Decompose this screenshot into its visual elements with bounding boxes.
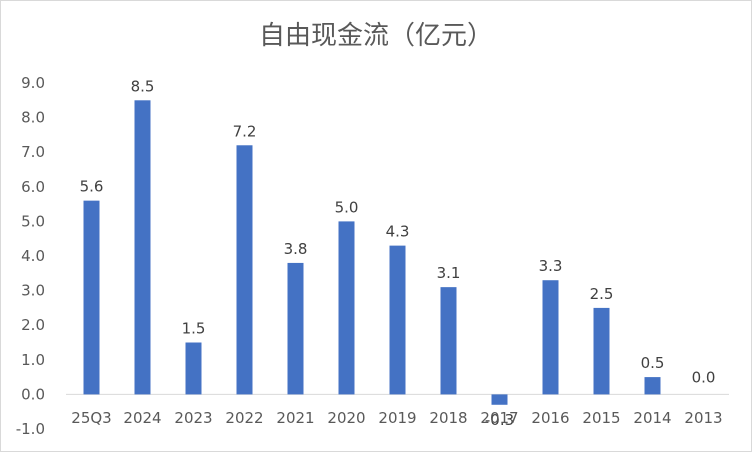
- bar: [287, 262, 304, 395]
- data-label: 2.5: [590, 285, 614, 303]
- chart-title: 自由现金流（亿元）: [258, 21, 493, 51]
- x-tick-label: 2018: [429, 409, 467, 427]
- x-tick-label: 2017: [480, 409, 518, 427]
- x-axis: 25Q3 2024 2023 2022 2021 2020 2019 2018 2017 2016…: [71, 409, 722, 427]
- x-tick-label: 2015: [582, 409, 620, 427]
- x-tick-label: 2021: [276, 409, 314, 427]
- data-label: 5.0: [335, 198, 359, 216]
- y-tick-label: 6.0: [21, 178, 45, 196]
- data-label: -0.3: [485, 411, 514, 429]
- data-label: 7.2: [233, 122, 257, 140]
- y-tick-label: 8.0: [21, 109, 45, 127]
- bar: [542, 280, 559, 395]
- x-tick-label: 2013: [684, 409, 722, 427]
- y-tick-label: 3.0: [21, 282, 45, 300]
- x-tick-label: 2024: [123, 409, 161, 427]
- bar: [389, 245, 406, 395]
- bar: [644, 377, 661, 395]
- bar: [491, 394, 508, 405]
- x-tick-label: 2019: [378, 409, 416, 427]
- bar: [338, 221, 355, 395]
- y-tick-label: -1.0: [16, 420, 45, 438]
- y-tick-label: 9.0: [21, 74, 45, 92]
- x-tick-label: 2016: [531, 409, 569, 427]
- x-tick-label: 2020: [327, 409, 365, 427]
- data-label: 3.3: [539, 257, 563, 275]
- x-tick-label: 2022: [225, 409, 263, 427]
- y-tick-label: 0.0: [21, 385, 45, 403]
- data-label: 8.5: [131, 77, 155, 95]
- data-label: 3.1: [437, 264, 461, 282]
- bar: [236, 145, 253, 395]
- bar: [440, 287, 457, 395]
- data-label: 0.5: [641, 354, 665, 372]
- x-tick-label: 25Q3: [71, 409, 111, 427]
- y-tick-label: 7.0: [21, 143, 45, 161]
- y-axis: 9.0 8.0 7.0 6.0 5.0 4.0 3.0 2.0 1.0 0.0 -1.0: [16, 74, 45, 438]
- bar: [185, 342, 202, 395]
- bar: [83, 200, 100, 395]
- y-tick-label: 2.0: [21, 316, 45, 334]
- data-label: 1.5: [182, 320, 206, 338]
- y-tick-label: 5.0: [21, 212, 45, 230]
- x-tick-label: 2014: [633, 409, 671, 427]
- data-label: 0.0: [692, 368, 716, 386]
- y-tick-label: 4.0: [21, 247, 45, 265]
- bars: [83, 100, 661, 405]
- bar: [134, 100, 151, 395]
- bar: [593, 307, 610, 395]
- data-label: 5.6: [80, 178, 104, 196]
- data-label: 3.8: [284, 240, 308, 258]
- y-tick-label: 1.0: [21, 351, 45, 369]
- data-label: 4.3: [386, 223, 410, 241]
- data-labels: 5.6 8.5 1.5 7.2 3.8 5.0 4.3 3.1 -0.3 3.3 2.5 0.5 0.0: [80, 77, 716, 428]
- x-tick-label: 2023: [174, 409, 212, 427]
